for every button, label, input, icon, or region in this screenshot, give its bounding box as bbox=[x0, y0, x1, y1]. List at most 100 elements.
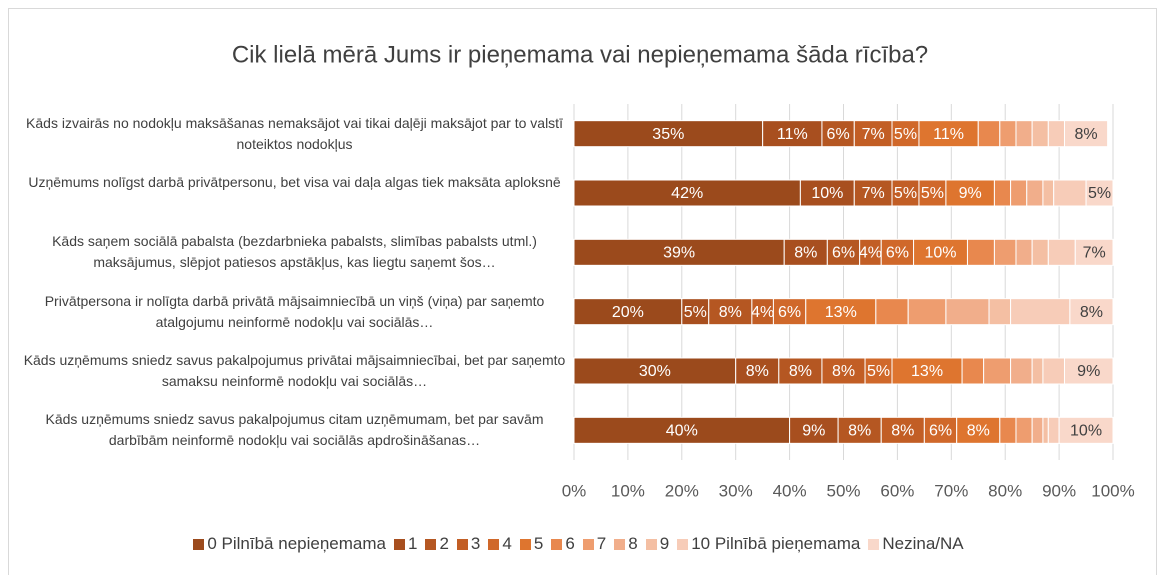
bar-segment bbox=[573, 357, 737, 385]
bar-segment bbox=[1063, 120, 1109, 148]
x-tick-label: 30% bbox=[719, 481, 753, 500]
legend-label: 0 Pilnībā nepieņemama bbox=[207, 534, 386, 553]
legend-label: 10 Pilnībā pieņemama bbox=[691, 534, 861, 553]
value-label: 13% bbox=[825, 304, 857, 321]
bar-segment bbox=[1010, 179, 1028, 207]
legend-label: 1 bbox=[407, 534, 418, 553]
value-label: 9% bbox=[959, 185, 982, 202]
value-label: 8% bbox=[719, 304, 742, 321]
value-label: 8% bbox=[794, 245, 817, 262]
value-label: 8% bbox=[832, 363, 855, 380]
legend-swatch bbox=[551, 538, 563, 550]
x-tick-label: 90% bbox=[1042, 481, 1076, 500]
value-label: 5% bbox=[894, 126, 917, 143]
legend-item: 7 bbox=[582, 534, 606, 554]
legend-item: Nezina/NA bbox=[868, 534, 964, 554]
bar-segment bbox=[1047, 416, 1060, 444]
bar-segment bbox=[573, 298, 683, 326]
bar-segment bbox=[875, 298, 909, 326]
legend-item: 3 bbox=[456, 534, 481, 554]
bar-segment bbox=[993, 238, 1017, 266]
bar-segment bbox=[1026, 179, 1044, 207]
legend-swatch bbox=[193, 538, 205, 550]
legend-item: 1 bbox=[393, 534, 418, 554]
bar-segment bbox=[923, 416, 958, 444]
value-label: 6% bbox=[886, 245, 909, 262]
legend-label: 5 bbox=[533, 534, 544, 553]
value-label: 6% bbox=[827, 126, 850, 143]
value-label: 6% bbox=[778, 304, 801, 321]
category-label: Privātpersona ir nolīgta darbā privātā m… bbox=[44, 292, 545, 330]
legend-item: 9 bbox=[645, 534, 669, 554]
bar-segment bbox=[789, 416, 839, 444]
bar-segment bbox=[945, 298, 990, 326]
bar-segment bbox=[988, 298, 1012, 326]
value-label: 40% bbox=[666, 423, 698, 440]
value-label: 8% bbox=[746, 363, 769, 380]
legend-label: 3 bbox=[470, 534, 481, 553]
legend-swatch bbox=[425, 538, 437, 550]
value-label: 10% bbox=[1070, 423, 1102, 440]
bar-segment bbox=[864, 357, 893, 385]
value-label: 5% bbox=[684, 304, 707, 321]
bar-segment bbox=[1015, 238, 1033, 266]
value-label: 13% bbox=[911, 363, 943, 380]
bar-segment bbox=[1015, 120, 1033, 148]
legend-swatch bbox=[582, 538, 594, 550]
value-label: 5% bbox=[1088, 185, 1111, 202]
bar-segment bbox=[1031, 416, 1044, 444]
value-label: 9% bbox=[802, 423, 825, 440]
bar-segment bbox=[1047, 120, 1065, 148]
bar-segment bbox=[573, 120, 764, 148]
bar-segment bbox=[1031, 357, 1044, 385]
x-tick-label: 70% bbox=[934, 481, 968, 500]
value-label: 42% bbox=[671, 185, 703, 202]
bar-segment bbox=[1031, 120, 1049, 148]
value-label: 6% bbox=[832, 245, 855, 262]
legend-swatch bbox=[393, 538, 405, 550]
value-label: 11% bbox=[777, 126, 808, 143]
value-label: 5% bbox=[921, 185, 944, 202]
bar-segment bbox=[907, 298, 947, 326]
value-label: 10% bbox=[925, 245, 957, 262]
bar-segment bbox=[1042, 179, 1055, 207]
legend-label: 4 bbox=[502, 534, 512, 553]
x-tick-label: 100% bbox=[1091, 481, 1134, 500]
bar-segment bbox=[1047, 238, 1076, 266]
value-label: 8% bbox=[789, 363, 812, 380]
bar-segment bbox=[1010, 357, 1033, 385]
bar-segment bbox=[945, 179, 995, 207]
bar-segment bbox=[983, 357, 1012, 385]
bar-segment bbox=[999, 416, 1017, 444]
category-label: Kāds saņem sociālā pabalsta (bezdarbniek… bbox=[52, 233, 537, 271]
bar-segment bbox=[891, 179, 920, 207]
bar-segment bbox=[1010, 298, 1071, 326]
value-label: 39% bbox=[663, 245, 695, 262]
bar-segment bbox=[762, 120, 823, 148]
bar-segment bbox=[1042, 416, 1049, 444]
bar-segment bbox=[913, 238, 968, 266]
value-label: 8% bbox=[848, 423, 871, 440]
value-label: 5% bbox=[867, 363, 890, 380]
x-tick-label: 50% bbox=[826, 481, 860, 500]
value-label: 4% bbox=[751, 304, 774, 321]
value-label: 35% bbox=[652, 126, 684, 143]
bar-segment bbox=[891, 357, 963, 385]
category-label: Kāds uzņēmums sniedz savus pakalpojumus … bbox=[45, 411, 544, 449]
legend-swatch bbox=[519, 538, 531, 550]
legend-swatch bbox=[677, 538, 689, 550]
value-label: 11% bbox=[933, 126, 964, 143]
x-tick-label: 10% bbox=[611, 481, 645, 500]
category-label: Uzņēmums nolīgst darbā privātpersonu, be… bbox=[28, 174, 561, 190]
bar-segment bbox=[999, 120, 1017, 148]
bar-segment bbox=[1069, 298, 1114, 326]
bar-segment bbox=[1053, 179, 1087, 207]
bar-segment bbox=[880, 238, 915, 266]
bar-segment bbox=[1085, 179, 1114, 207]
bar-segment bbox=[961, 357, 985, 385]
legend-swatch bbox=[645, 538, 657, 550]
legend-swatch bbox=[456, 538, 468, 550]
legend-swatch bbox=[488, 538, 500, 550]
legend-item: 4 bbox=[488, 534, 512, 554]
